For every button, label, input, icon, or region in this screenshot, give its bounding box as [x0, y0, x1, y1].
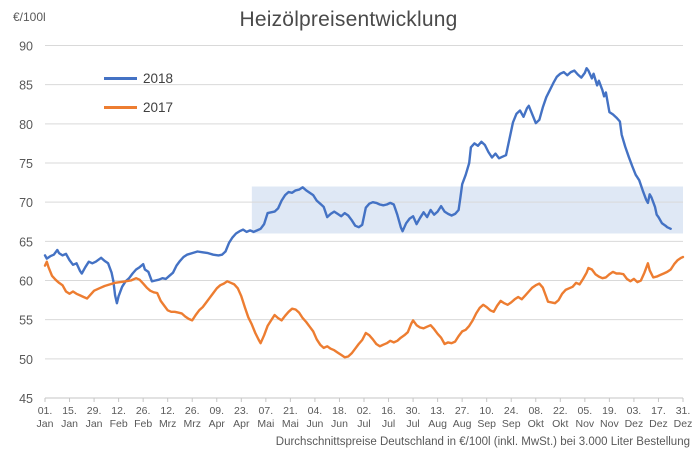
series-line-2018	[43, 66, 672, 305]
y-tick-label: 80	[19, 118, 33, 132]
y-tick-label: 85	[19, 79, 33, 93]
x-tick-label: 18. Jun	[331, 405, 348, 430]
y-tick-label: 90	[19, 40, 33, 54]
x-tick-label: 30. Jul	[406, 405, 421, 430]
y-tick-label: 45	[19, 392, 33, 406]
x-tick-label: 19. Nov	[600, 405, 619, 430]
x-tick-label: 26. Mrz	[183, 405, 201, 430]
x-tick-label: 17. Dez	[649, 405, 668, 430]
x-tick-label: 16. Jul	[381, 405, 396, 430]
x-tick-label: 08. Okt	[528, 405, 544, 430]
x-tick-label: 03. Dez	[625, 405, 644, 430]
x-tick-label: 01. Jan	[37, 405, 54, 430]
y-tick-label: 75	[19, 157, 33, 171]
x-tick-label: 15. Jan	[61, 405, 78, 430]
x-tick-label: 29. Jan	[86, 405, 103, 430]
y-tick-label: 65	[19, 235, 33, 249]
chart-legend: 2018 2017	[104, 64, 173, 122]
x-tick-label: 23. Apr	[233, 405, 250, 430]
x-tick-label: 26. Feb	[134, 405, 152, 430]
x-tick-label: 05. Nov	[576, 405, 595, 430]
series-line-2017	[43, 255, 685, 359]
x-tick-label: 12. Feb	[110, 405, 128, 430]
legend-label-2018: 2018	[143, 71, 174, 86]
x-tick-label: 21. Mai	[282, 405, 299, 430]
x-tick-label: 24. Sep	[502, 405, 521, 430]
x-tick-label: 22. Okt	[552, 405, 568, 430]
y-tick-label: 70	[19, 196, 33, 210]
y-tick-label: 50	[19, 353, 33, 367]
x-tick-label: 07. Mai	[257, 405, 274, 430]
legend-item-2018: 2018	[104, 64, 173, 93]
y-axis-unit-label: €/100l	[13, 10, 46, 24]
legend-label-2017: 2017	[143, 100, 174, 115]
x-tick-label: 13. Aug	[428, 405, 447, 430]
chart-caption: Durchschnittspreise Deutschland in €/100…	[275, 436, 690, 448]
highlight-band	[251, 186, 684, 234]
y-tick-label: 60	[19, 275, 33, 289]
x-tick-label: 04. Jun	[306, 405, 323, 430]
legend-swatch-2017	[104, 106, 137, 109]
y-tick-label: 55	[19, 314, 33, 328]
x-tick-label: 27. Aug	[453, 405, 472, 430]
legend-item-2017: 2017	[104, 93, 173, 122]
chart-title: Heizölpreisentwicklung	[239, 8, 458, 31]
x-tick-label: 31. Dez	[674, 405, 693, 430]
x-tick-label: 10. Sep	[477, 405, 496, 430]
x-tick-label: 09. Apr	[209, 405, 226, 430]
x-tick-label: 02. Jul	[357, 405, 372, 430]
legend-swatch-2018	[104, 77, 137, 80]
x-tick-label: 12. Mrz	[159, 405, 177, 430]
